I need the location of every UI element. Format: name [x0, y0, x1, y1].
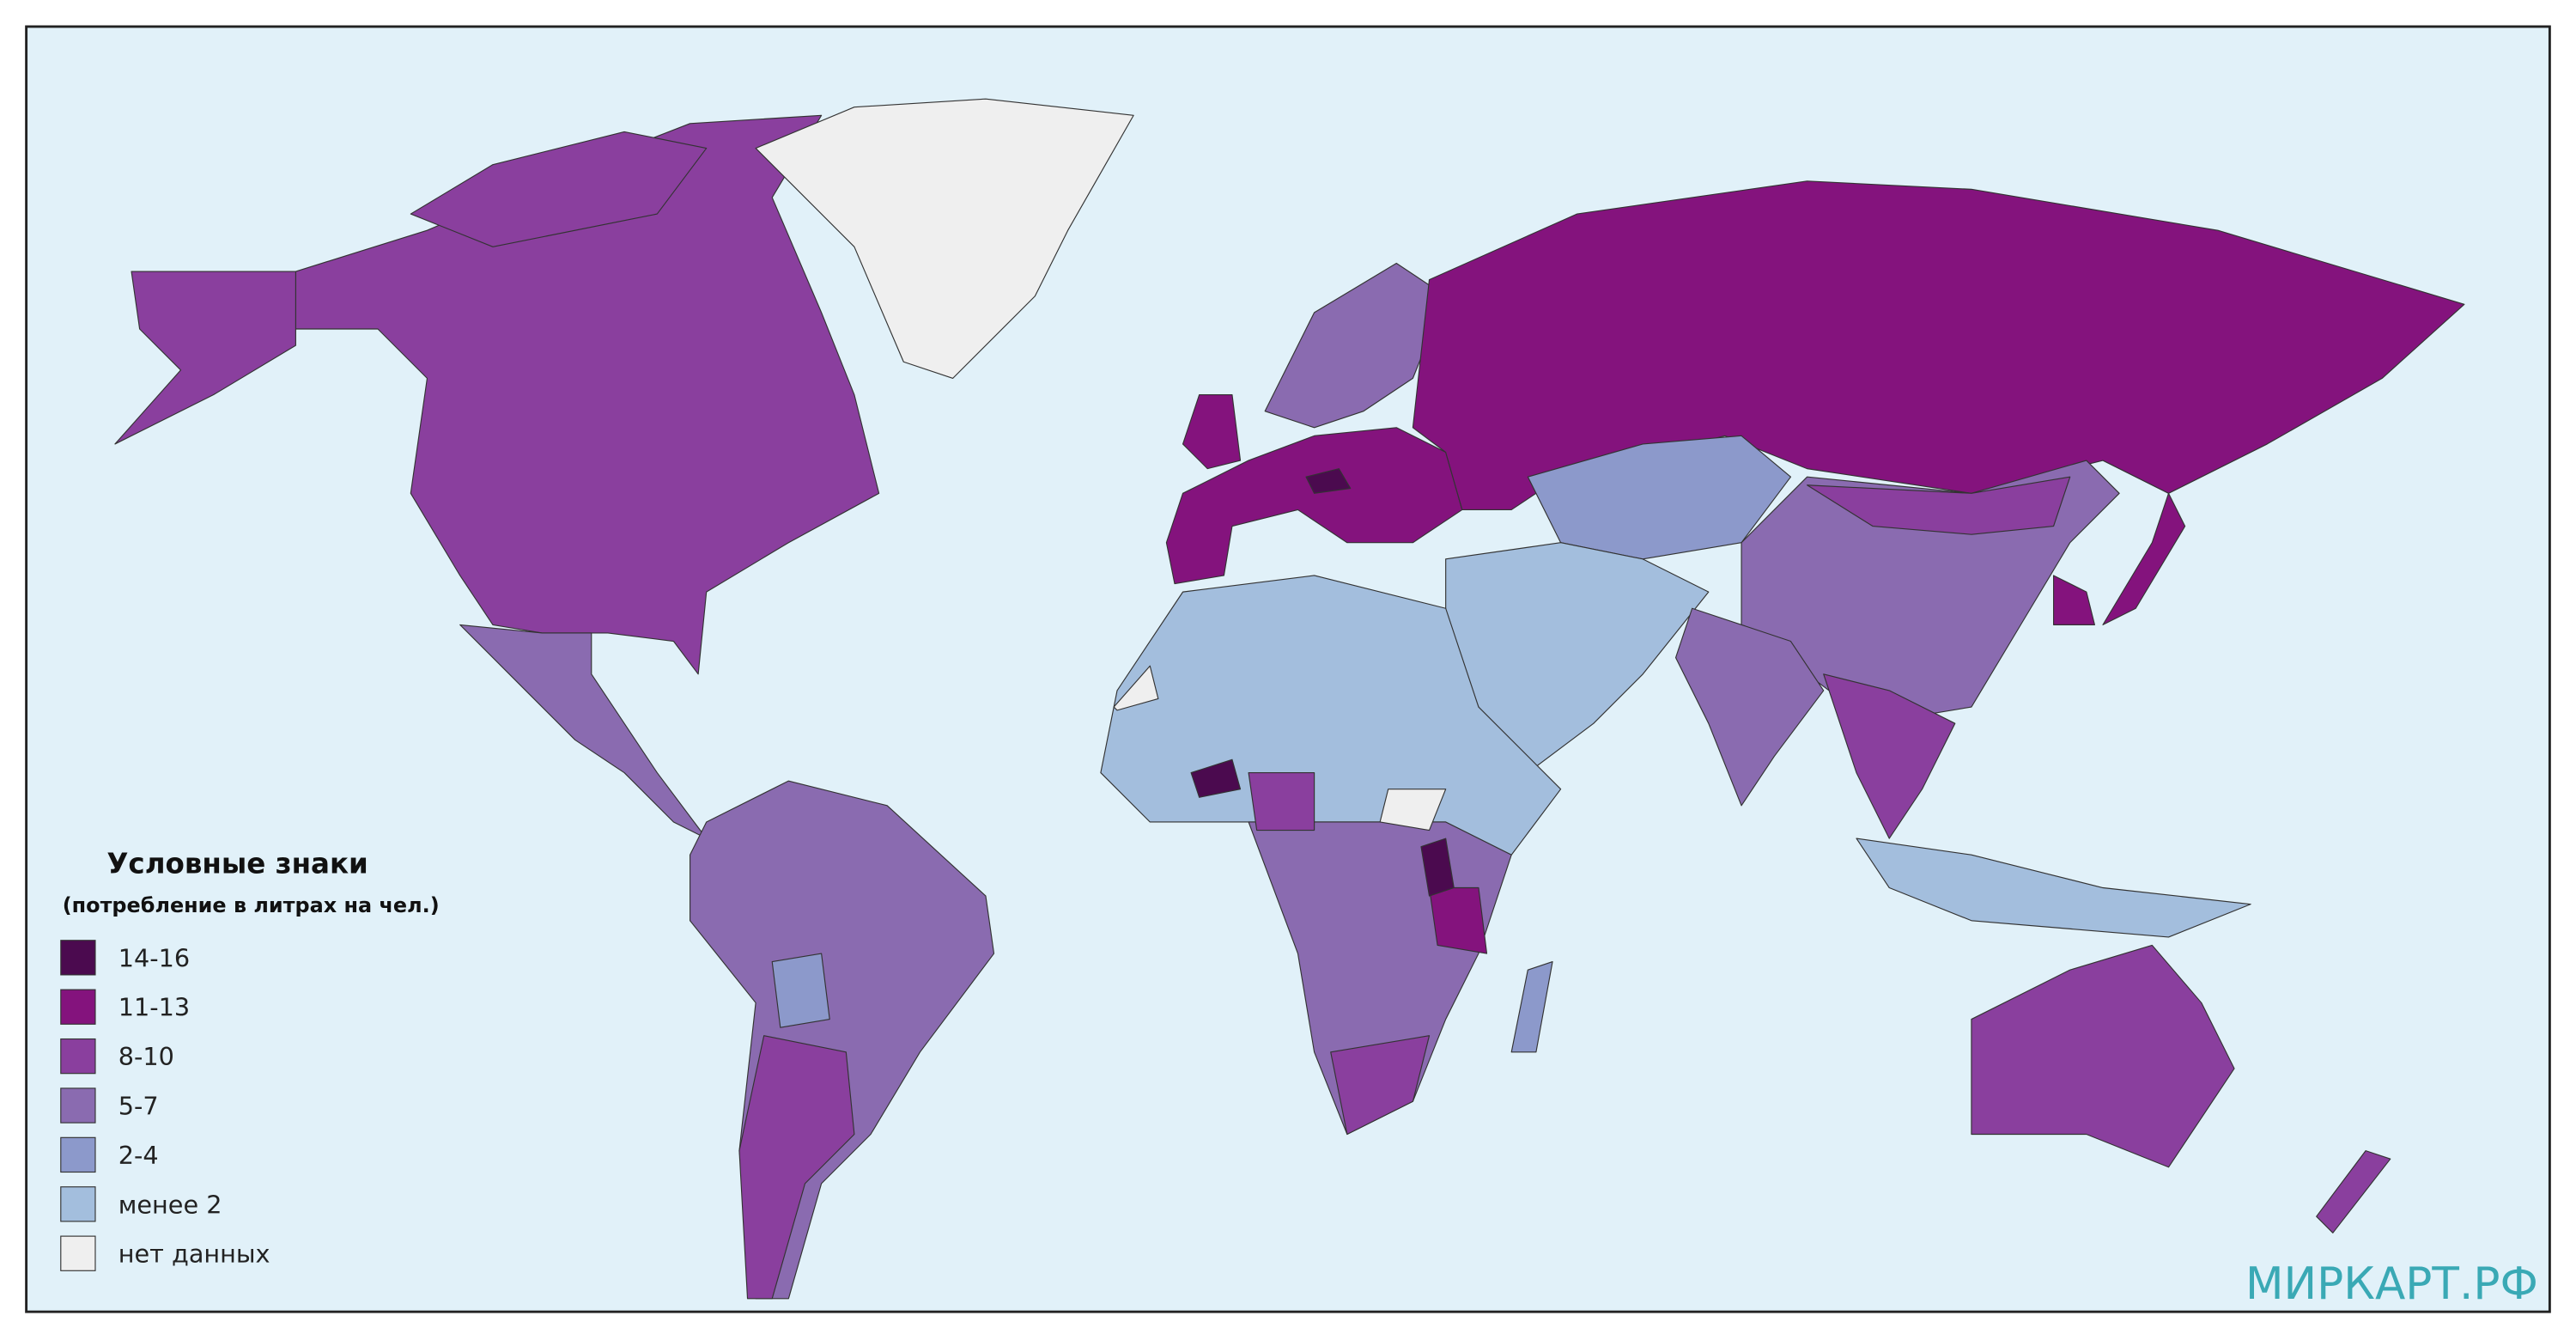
watermark: МИРКАРТ.РФ — [2245, 1258, 2538, 1310]
legend-label: 2-4 — [118, 1141, 159, 1170]
legend-label: менее 2 — [118, 1190, 222, 1219]
legend-swatch — [60, 1136, 96, 1173]
legend-label: 5-7 — [118, 1092, 159, 1121]
legend-swatch — [60, 989, 96, 1025]
south-africa — [1330, 1035, 1431, 1136]
legend-label: 14-16 — [118, 943, 190, 972]
indonesia — [1856, 838, 2251, 938]
legend-swatch — [60, 940, 96, 976]
korea — [2053, 575, 2095, 625]
legend-label: 11-13 — [118, 993, 190, 1022]
legend-label: нет данных — [118, 1240, 270, 1269]
legend-swatch — [60, 1235, 96, 1271]
arctic-islands — [410, 131, 708, 247]
new-zealand — [2316, 1150, 2391, 1233]
uganda — [1420, 838, 1455, 897]
europe — [1165, 427, 1463, 585]
tanzania — [1428, 886, 1488, 954]
burkina-faso — [1190, 758, 1242, 798]
nigeria — [1248, 772, 1315, 831]
legend-subtitle: (потребление в литрах на чел.) — [63, 893, 440, 917]
uk — [1182, 393, 1242, 470]
bolivia — [771, 953, 830, 1028]
japan — [2102, 492, 2186, 625]
legend-swatch — [60, 1186, 96, 1222]
mongolia — [1807, 476, 2071, 535]
czechia — [1305, 468, 1352, 494]
australia — [1971, 944, 2235, 1168]
madagascar — [1510, 961, 1553, 1053]
india — [1674, 607, 1825, 807]
legend-label: 8-10 — [118, 1042, 174, 1071]
greenland — [755, 98, 1134, 379]
western-sahara — [1113, 665, 1159, 711]
legend-swatch — [60, 1038, 96, 1075]
north-america — [295, 114, 880, 675]
legend: Условные знаки (потребление в литрах на … — [60, 847, 440, 1271]
argentina-chile — [738, 1035, 855, 1300]
south-sudan — [1379, 789, 1447, 831]
southeast-asia — [1823, 673, 1956, 839]
legend-swatch — [60, 1087, 96, 1124]
alaska — [114, 271, 296, 445]
legend-title: Условные знаки — [106, 847, 368, 880]
